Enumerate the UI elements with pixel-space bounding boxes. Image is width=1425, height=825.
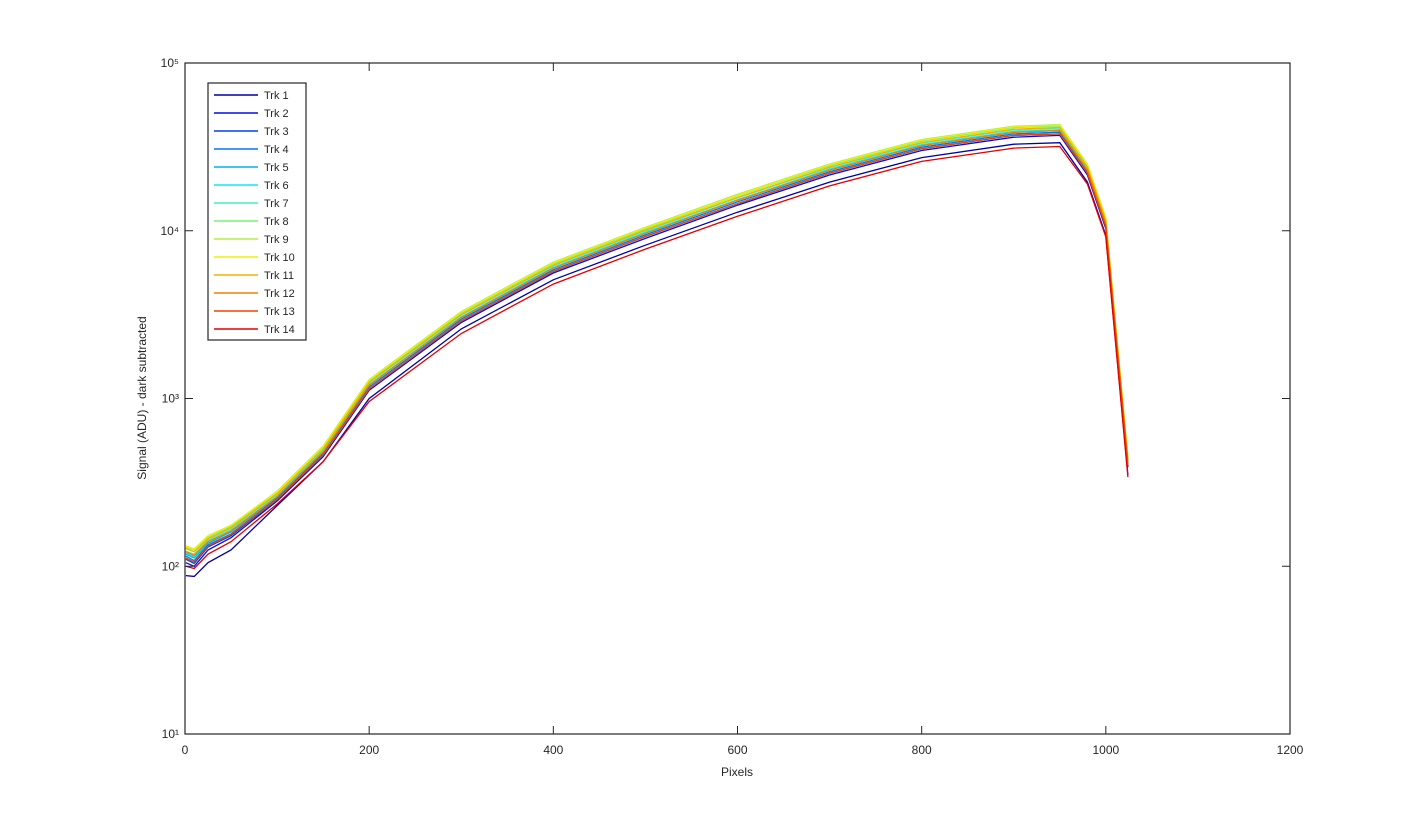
y-tick-label: 10³ <box>162 392 179 406</box>
x-tick-label: 600 <box>727 743 747 757</box>
legend-label: Trk 8 <box>264 216 289 228</box>
legend-label: Trk 3 <box>264 126 289 138</box>
y-tick-label: 10² <box>162 559 179 573</box>
x-tick-label: 200 <box>359 743 379 757</box>
y-axis-label: Signal (ADU) - dark subtracted <box>135 316 149 479</box>
legend-label: Trk 11 <box>264 270 294 282</box>
y-tick-label: 10¹ <box>162 727 179 741</box>
y-tick-label: 10⁴ <box>160 224 179 238</box>
legend-label: Trk 7 <box>264 198 289 210</box>
series-line <box>185 145 1129 570</box>
x-axis-label: Pixels <box>721 765 753 779</box>
y-tick-label: 10⁵ <box>161 56 179 70</box>
legend-label: Trk 1 <box>264 90 289 102</box>
legend: Trk 1 Trk 2 Trk 3 Trk 4 Trk 5 Trk 6 Trk 7 Trk 8… <box>207 82 307 341</box>
legend-label: Trk 2 <box>264 108 289 120</box>
x-tick-label: 0 <box>182 743 189 757</box>
legend-label: Trk 4 <box>264 144 289 156</box>
legend-label: Trk 13 <box>264 306 295 318</box>
legend-label: Trk 12 <box>264 288 295 300</box>
legend-box <box>207 82 307 341</box>
x-tick-label: 400 <box>543 743 563 757</box>
legend-label: Trk 5 <box>264 162 289 174</box>
legend-label: Trk 10 <box>264 252 295 264</box>
series-line <box>185 126 1129 553</box>
legend-label: Trk 6 <box>264 180 289 192</box>
series-line <box>185 124 1129 550</box>
series-line <box>185 133 1129 563</box>
legend-label: Trk 14 <box>264 324 295 336</box>
x-tick-label: 800 <box>912 743 932 757</box>
legend-label: Trk 9 <box>264 234 289 246</box>
x-tick-label: 1000 <box>1092 743 1119 757</box>
series-line <box>185 129 1129 557</box>
x-tick-label: 1200 <box>1277 743 1304 757</box>
series-line <box>185 142 1129 578</box>
series-line <box>185 134 1129 568</box>
